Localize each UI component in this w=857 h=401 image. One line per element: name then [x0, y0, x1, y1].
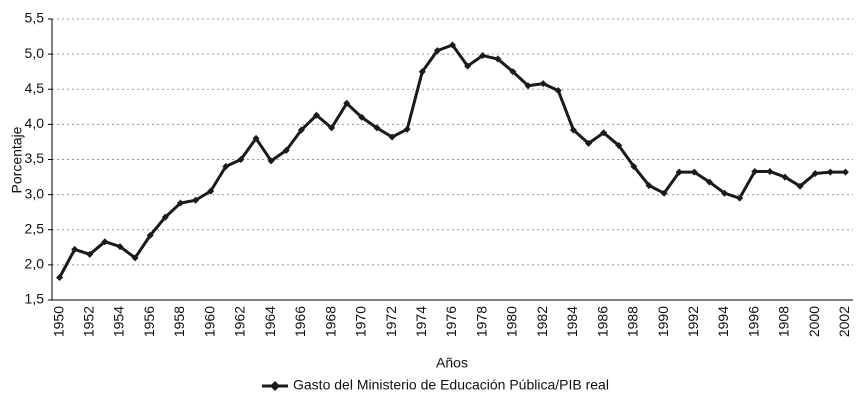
point	[101, 238, 109, 246]
x-tick-label: 1978	[473, 306, 489, 337]
x-tick-label: 1956	[141, 306, 157, 337]
x-tick-label: 1984	[564, 306, 580, 337]
y-tick-label: 2,5	[25, 220, 45, 236]
y-tick-label: 1,5	[25, 291, 45, 307]
point	[343, 99, 351, 107]
x-tick-label: 1976	[443, 306, 459, 337]
x-tick-label: 1974	[413, 306, 429, 337]
point	[600, 129, 608, 137]
point	[736, 194, 744, 202]
x-tick-label: 1994	[715, 306, 731, 337]
point	[86, 250, 94, 258]
legend-marker	[270, 381, 280, 391]
x-tick-label: 1960	[201, 306, 217, 337]
x-tick-label: 1970	[353, 306, 369, 337]
point	[388, 133, 396, 141]
point	[222, 163, 230, 171]
point	[282, 146, 290, 154]
x-axis-label: Años	[436, 355, 468, 371]
point	[267, 157, 275, 165]
point	[207, 187, 215, 195]
x-tick-label: 1908	[776, 306, 792, 337]
x-tick-label: 1958	[171, 306, 187, 337]
point	[479, 52, 487, 60]
x-tick-label: 1986	[594, 306, 610, 337]
point	[675, 168, 683, 176]
x-tick-label: 1962	[232, 306, 248, 337]
point	[494, 55, 502, 63]
x-tick-label: 1990	[655, 306, 671, 337]
y-axis-label: Porcentaje	[9, 126, 25, 193]
point	[645, 181, 653, 189]
point	[841, 168, 849, 176]
x-tick-label: 1952	[80, 306, 96, 337]
x-tick-label: 1968	[322, 306, 338, 337]
point	[418, 68, 426, 76]
x-tick-label: 2002	[836, 306, 852, 337]
point	[781, 173, 789, 181]
y-tick-label: 5,5	[25, 10, 45, 26]
point	[312, 111, 320, 119]
point	[176, 199, 184, 207]
point	[766, 167, 774, 175]
point	[524, 82, 532, 90]
x-tick-label: 1988	[625, 306, 641, 337]
y-tick-label: 3,5	[25, 150, 45, 166]
legend-label: Gasto del Ministerio de Educación Públic…	[293, 377, 609, 393]
x-tick-label: 1966	[292, 306, 308, 337]
y-tick-label: 4,5	[25, 80, 45, 96]
point	[811, 170, 819, 178]
point	[690, 168, 698, 176]
x-tick-label: 1992	[685, 306, 701, 337]
y-tick-label: 5,0	[25, 45, 45, 61]
point	[161, 213, 169, 221]
point	[373, 124, 381, 132]
point	[237, 156, 245, 163]
point	[297, 126, 305, 134]
point	[569, 126, 577, 134]
point	[721, 189, 729, 197]
point	[56, 274, 64, 282]
point	[585, 139, 593, 147]
point	[403, 125, 411, 133]
point	[796, 182, 804, 190]
x-tick-label: 1980	[504, 306, 520, 337]
point	[660, 189, 668, 197]
point	[449, 41, 456, 49]
point	[751, 167, 759, 175]
y-tick-label: 2,0	[25, 256, 45, 272]
point	[464, 62, 472, 70]
x-tick-label: 1982	[534, 306, 550, 337]
point	[539, 80, 547, 88]
point	[116, 243, 124, 251]
x-tick-label: 2000	[806, 306, 822, 337]
point	[358, 113, 366, 121]
point	[146, 231, 154, 239]
y-tick-label: 3,0	[25, 185, 45, 201]
point	[71, 245, 79, 253]
point	[826, 168, 834, 176]
point	[705, 178, 713, 186]
point	[630, 163, 638, 171]
x-tick-label: 1950	[50, 306, 66, 337]
point	[192, 196, 200, 204]
point	[554, 87, 562, 95]
point	[131, 254, 139, 262]
x-tick-label: 1996	[745, 306, 761, 337]
x-tick-label: 1954	[111, 306, 127, 337]
line	[58, 43, 846, 279]
point	[433, 47, 441, 55]
x-tick-label: 1972	[383, 306, 399, 337]
point	[252, 134, 260, 142]
point	[328, 124, 336, 132]
x-tick-label: 1964	[262, 306, 278, 337]
point	[615, 141, 623, 149]
y-tick-label: 4,0	[25, 115, 45, 131]
point	[509, 68, 517, 76]
